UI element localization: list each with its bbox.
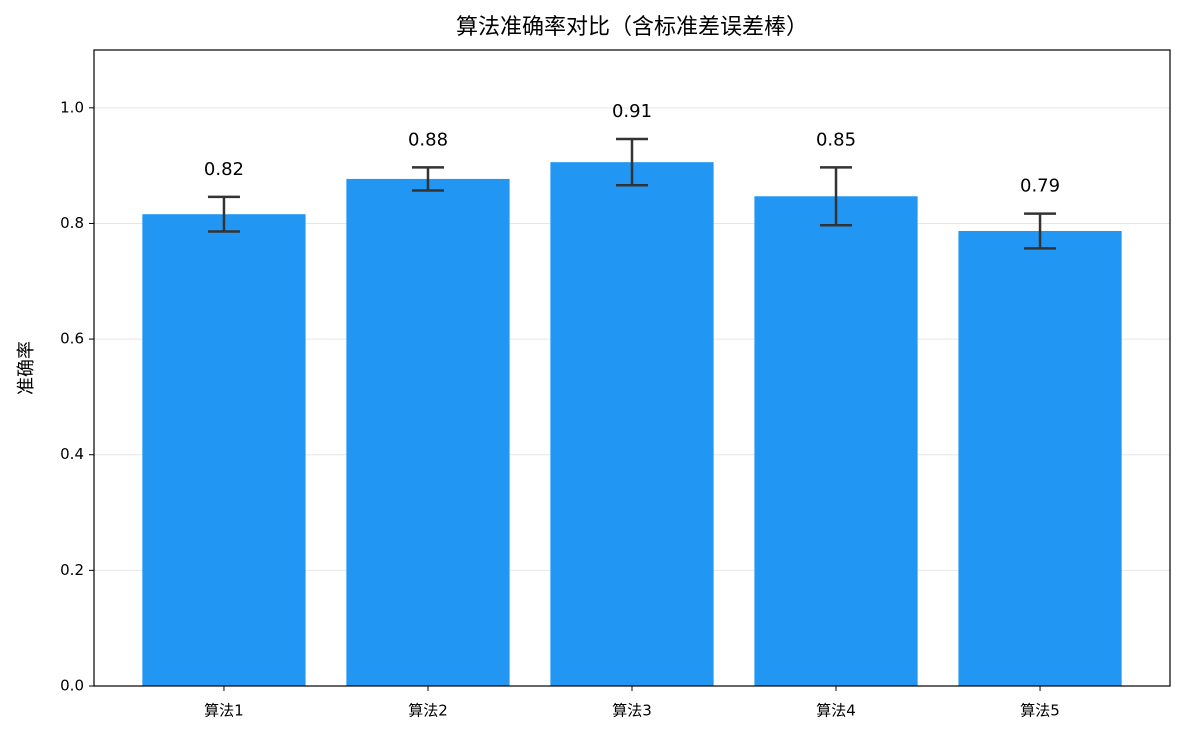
chart-title: 算法准确率对比（含标准差误差棒） bbox=[456, 15, 808, 40]
x-tick-label: 算法3 bbox=[612, 702, 652, 720]
x-tick-label: 算法5 bbox=[1020, 702, 1060, 720]
data-label: 0.91 bbox=[612, 101, 652, 122]
y-axis-label: 准确率 bbox=[16, 341, 37, 395]
data-label: 0.82 bbox=[204, 159, 244, 180]
x-tick-label: 算法2 bbox=[408, 702, 448, 720]
error-bar bbox=[616, 137, 648, 187]
error-bar bbox=[820, 166, 853, 227]
data-label: 0.79 bbox=[1020, 176, 1060, 197]
y-tick-label: 0.8 bbox=[60, 214, 84, 232]
error-bar bbox=[411, 166, 444, 192]
error-bar bbox=[1024, 212, 1057, 250]
x-tick-label: 算法4 bbox=[816, 702, 856, 720]
data-label: 0.88 bbox=[408, 129, 448, 150]
error-bar bbox=[207, 195, 240, 233]
y-tick-label: 1.0 bbox=[60, 98, 84, 116]
x-tick-label: 算法1 bbox=[204, 702, 244, 720]
y-tick-label: 0.2 bbox=[60, 561, 84, 579]
bar bbox=[346, 178, 510, 686]
y-tick-label: 0.6 bbox=[60, 330, 84, 348]
y-tick-label: 0.4 bbox=[60, 445, 84, 463]
plot-frame bbox=[93, 49, 1171, 687]
bar bbox=[958, 230, 1122, 687]
bar bbox=[550, 162, 714, 687]
bar bbox=[142, 214, 306, 686]
bar bbox=[754, 196, 918, 686]
data-label: 0.85 bbox=[816, 129, 856, 150]
y-tick-label: 0.0 bbox=[60, 677, 84, 695]
